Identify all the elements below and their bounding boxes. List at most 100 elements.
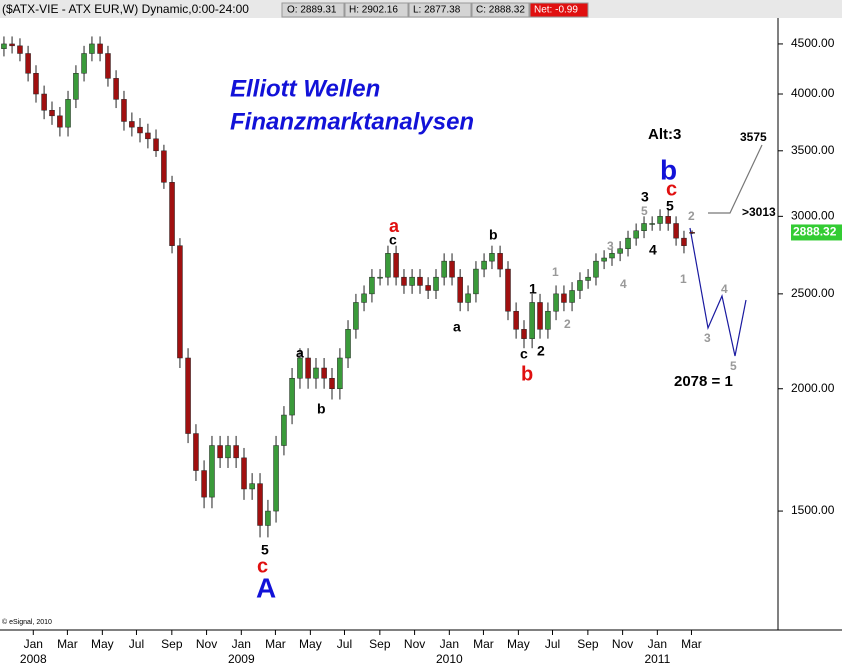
candle-body [49, 110, 55, 117]
y-tick-label: 4500.00 [791, 36, 835, 50]
candle-body [321, 367, 327, 379]
x-year-label: 2008 [20, 652, 47, 665]
candle-body [409, 276, 415, 286]
x-tick-label: Mar [265, 637, 286, 651]
candle-body [441, 260, 447, 278]
annotation: 4 [649, 242, 657, 258]
candle-body [169, 182, 175, 246]
candle-body [177, 245, 183, 359]
candle-body [81, 53, 87, 74]
annotation: a [453, 319, 461, 335]
candle-body [689, 232, 695, 234]
candle-body [561, 293, 567, 303]
candle-body [449, 260, 455, 278]
annotation: Finanzmarktanalysen [230, 108, 474, 135]
candle-body [97, 43, 103, 54]
candle-body [121, 99, 127, 122]
candle-body [89, 43, 95, 54]
x-year-label: 2011 [644, 652, 670, 665]
last-price-label: 2888.32 [793, 225, 837, 239]
candle-body [25, 53, 31, 74]
x-tick-label: Jan [24, 637, 43, 651]
annotation: 5 [641, 204, 648, 218]
candle-body [545, 310, 551, 330]
annotation: 1 [552, 265, 559, 279]
candle-body [217, 445, 223, 459]
candle-body [673, 223, 679, 239]
candle-body [457, 276, 463, 303]
candle-body [185, 357, 191, 434]
candle-body [9, 43, 15, 47]
candle-body [65, 99, 71, 128]
annotation: b [317, 401, 326, 417]
y-tick-label: 2000.00 [791, 381, 835, 395]
candle-body [625, 237, 631, 249]
annotation: c [389, 232, 397, 248]
annotation: 5 [666, 198, 674, 214]
x-tick-label: Jan [648, 637, 667, 651]
candle-body [57, 115, 63, 128]
annotation: 3575 [740, 130, 767, 144]
annotation: c [257, 555, 268, 577]
candle-body [329, 377, 335, 389]
candle-body [385, 253, 391, 278]
y-tick-label: 4000.00 [791, 86, 835, 100]
candle-body [113, 78, 119, 100]
ohlc-low: L: 2877.38 [413, 5, 461, 16]
projection-main [689, 227, 747, 357]
candle-body [657, 216, 663, 224]
x-tick-label: Jan [232, 637, 251, 651]
annotation: 2 [537, 343, 545, 359]
candle-body [505, 268, 511, 312]
ohlc-net: Net: -0.99 [534, 5, 578, 16]
candle-body [305, 357, 311, 379]
annotation: 2 [688, 209, 695, 223]
ohlc-box [344, 2, 409, 18]
candle-body [249, 483, 255, 490]
annotation: A [256, 572, 276, 603]
candle-body [345, 329, 351, 359]
candle-body [289, 377, 295, 416]
candle-body [497, 253, 503, 270]
candle-body [209, 445, 215, 498]
x-tick-label: May [507, 637, 530, 651]
x-tick-label: Nov [612, 637, 633, 651]
projection-alt [708, 144, 763, 214]
annotation: 4 [721, 282, 728, 296]
x-tick-label: Jul [337, 637, 352, 651]
candle-body [465, 293, 471, 303]
annotation: >3013 [742, 205, 776, 219]
annotation: Alt:3 [648, 126, 681, 143]
candle-body [257, 483, 263, 526]
y-tick-label: 1500.00 [791, 503, 835, 517]
candle-body [473, 268, 479, 295]
candle-body [361, 293, 367, 303]
annotation: 4 [620, 277, 627, 291]
annotation: 3 [641, 189, 649, 205]
x-tick-label: Nov [404, 637, 425, 651]
candle-body [193, 433, 199, 471]
ohlc-open: O: 2889.31 [287, 5, 337, 16]
x-year-label: 2009 [228, 652, 255, 665]
candle-body [553, 293, 559, 312]
candle-body [233, 445, 239, 459]
candle-body [273, 445, 279, 512]
candle-body [537, 302, 543, 330]
candle-body [73, 73, 79, 100]
candle-body [153, 138, 159, 152]
candle-body [33, 73, 39, 95]
candle-body [577, 280, 583, 291]
net-box [529, 2, 589, 18]
candle-body [521, 329, 527, 339]
y-tick-label: 2500.00 [791, 286, 835, 300]
candle-body [593, 260, 599, 278]
candle-body [377, 276, 383, 279]
annotation: 3 [704, 331, 711, 345]
candle-body [281, 414, 287, 446]
x-tick-label: Jan [440, 637, 459, 651]
annotation: 1 [529, 281, 537, 297]
annotation: a [389, 216, 400, 236]
candle-body [649, 223, 655, 225]
